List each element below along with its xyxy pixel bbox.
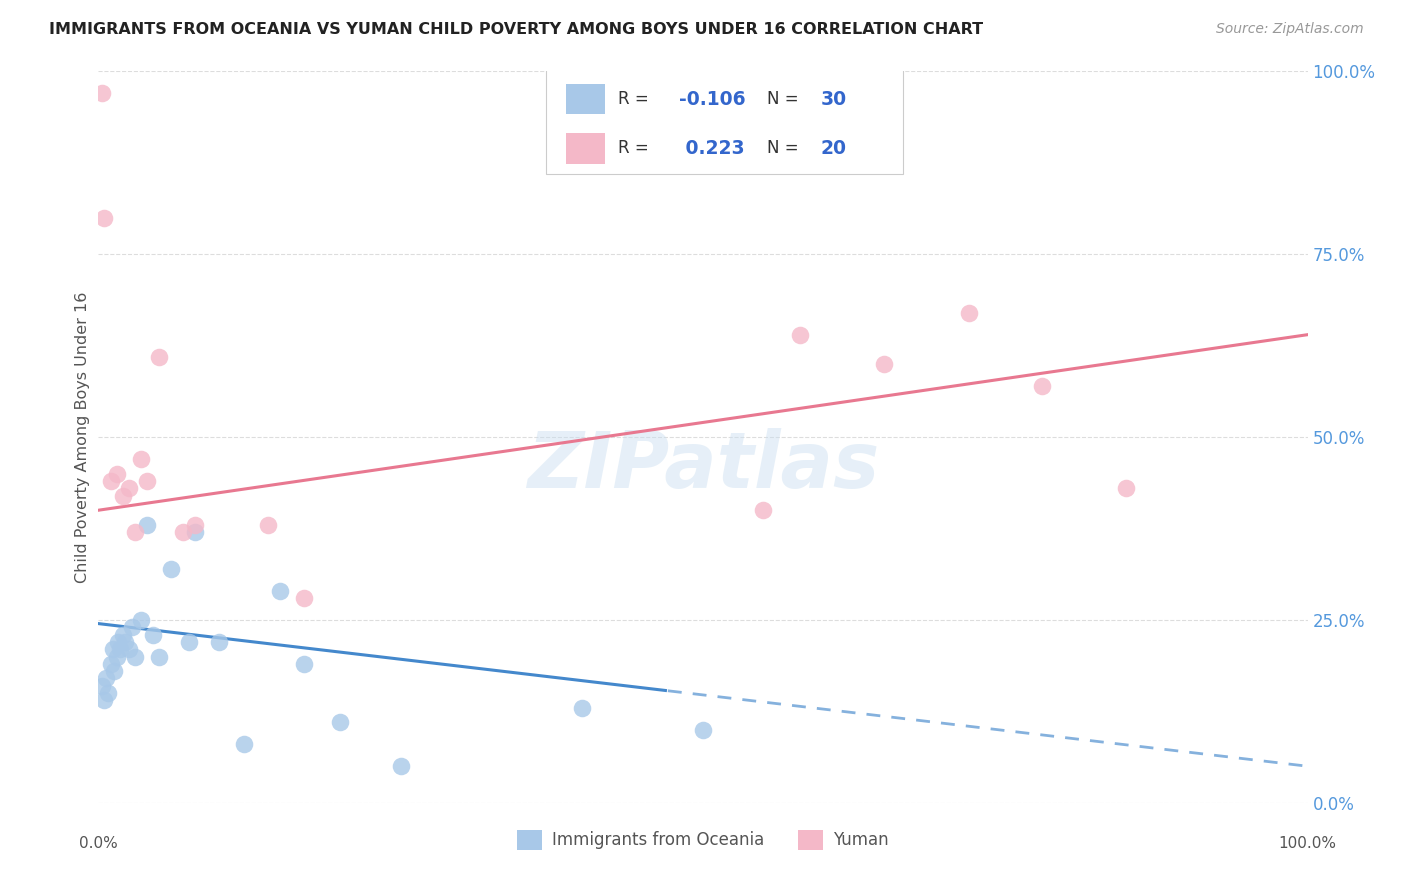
Point: [97, 686, 120, 700]
Point: [692, 723, 714, 737]
Text: 20: 20: [820, 139, 846, 158]
Point: [108, 642, 131, 657]
Text: R =: R =: [619, 139, 650, 157]
FancyBboxPatch shape: [567, 133, 605, 164]
Point: [105, 649, 128, 664]
Point: [94, 672, 117, 686]
Text: ZIPatlas: ZIPatlas: [527, 428, 879, 504]
Y-axis label: Child Poverty Among Boys Under 16: Child Poverty Among Boys Under 16: [75, 292, 90, 582]
Point: [111, 627, 134, 641]
Point: [103, 664, 125, 678]
Point: [135, 517, 157, 532]
Point: [172, 525, 194, 540]
Text: 0.0%: 0.0%: [79, 836, 118, 851]
Point: [129, 452, 152, 467]
Point: [957, 306, 980, 320]
Point: [93, 211, 115, 225]
Point: [1031, 379, 1053, 393]
Point: [107, 635, 129, 649]
Point: [100, 657, 122, 671]
Point: [232, 737, 254, 751]
Point: [118, 642, 141, 657]
Point: [208, 635, 231, 649]
Point: [135, 474, 157, 488]
FancyBboxPatch shape: [546, 68, 903, 174]
Point: [148, 649, 170, 664]
Point: [752, 503, 775, 517]
Point: [292, 657, 315, 671]
Point: [142, 627, 165, 641]
Point: [1115, 481, 1137, 495]
Text: 100.0%: 100.0%: [1278, 836, 1337, 851]
Text: R =: R =: [619, 90, 650, 108]
Text: IMMIGRANTS FROM OCEANIA VS YUMAN CHILD POVERTY AMONG BOYS UNDER 16 CORRELATION C: IMMIGRANTS FROM OCEANIA VS YUMAN CHILD P…: [49, 22, 983, 37]
Point: [121, 620, 143, 634]
Point: [184, 517, 207, 532]
Point: [114, 635, 136, 649]
Point: [789, 327, 811, 342]
Text: N =: N =: [768, 139, 799, 157]
Point: [100, 474, 122, 488]
Point: [256, 517, 278, 532]
Point: [184, 525, 207, 540]
Point: [389, 759, 412, 773]
FancyBboxPatch shape: [567, 84, 605, 114]
Text: -0.106: -0.106: [679, 89, 745, 109]
Point: [160, 562, 183, 576]
Point: [105, 467, 128, 481]
Point: [269, 583, 291, 598]
Point: [148, 350, 170, 364]
Point: [111, 489, 134, 503]
Text: Source: ZipAtlas.com: Source: ZipAtlas.com: [1216, 22, 1364, 37]
Point: [129, 613, 152, 627]
Legend: Immigrants from Oceania, Yuman: Immigrants from Oceania, Yuman: [510, 823, 896, 856]
Point: [124, 525, 146, 540]
Point: [93, 693, 115, 707]
Point: [91, 679, 114, 693]
Point: [118, 481, 141, 495]
Point: [292, 591, 315, 605]
Point: [179, 635, 201, 649]
Point: [101, 642, 124, 657]
Point: [873, 357, 896, 371]
Point: [124, 649, 146, 664]
Point: [329, 715, 352, 730]
Point: [571, 700, 593, 714]
Text: 30: 30: [820, 89, 846, 109]
Point: [91, 87, 114, 101]
Text: N =: N =: [768, 90, 799, 108]
Text: 0.223: 0.223: [679, 139, 744, 158]
